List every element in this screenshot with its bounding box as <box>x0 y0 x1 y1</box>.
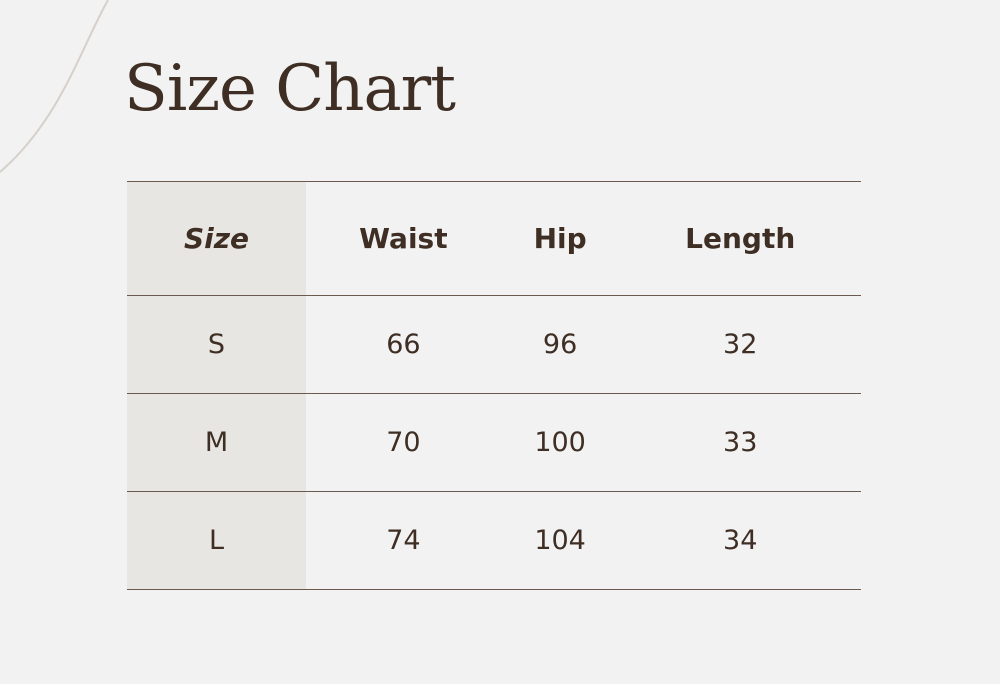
cell-size: L <box>127 491 306 590</box>
table-row: M 70 100 33 <box>127 393 861 492</box>
header-size: Size <box>127 181 306 296</box>
cell-waist: 74 <box>306 491 501 590</box>
size-table: Size Waist Hip Length S 66 96 32 M 70 100 33 L… <box>127 181 861 590</box>
header-row: Size Waist Hip Length <box>127 181 861 296</box>
page-title: Size Chart <box>124 52 456 126</box>
header-waist: Waist <box>306 181 501 296</box>
cell-size: M <box>127 393 306 492</box>
cell-hip: 100 <box>500 393 620 492</box>
cell-hip: 96 <box>500 295 620 394</box>
header-hip: Hip <box>500 181 620 296</box>
cell-length: 34 <box>619 491 861 590</box>
table-row: L 74 104 34 <box>127 491 861 590</box>
cell-length: 32 <box>619 295 861 394</box>
table-row: S 66 96 32 <box>127 295 861 394</box>
cell-length: 33 <box>619 393 861 492</box>
cell-waist: 70 <box>306 393 501 492</box>
cell-hip: 104 <box>500 491 620 590</box>
decorative-curve <box>0 0 109 173</box>
cell-waist: 66 <box>306 295 501 394</box>
header-length: Length <box>619 181 861 296</box>
cell-size: S <box>127 295 306 394</box>
